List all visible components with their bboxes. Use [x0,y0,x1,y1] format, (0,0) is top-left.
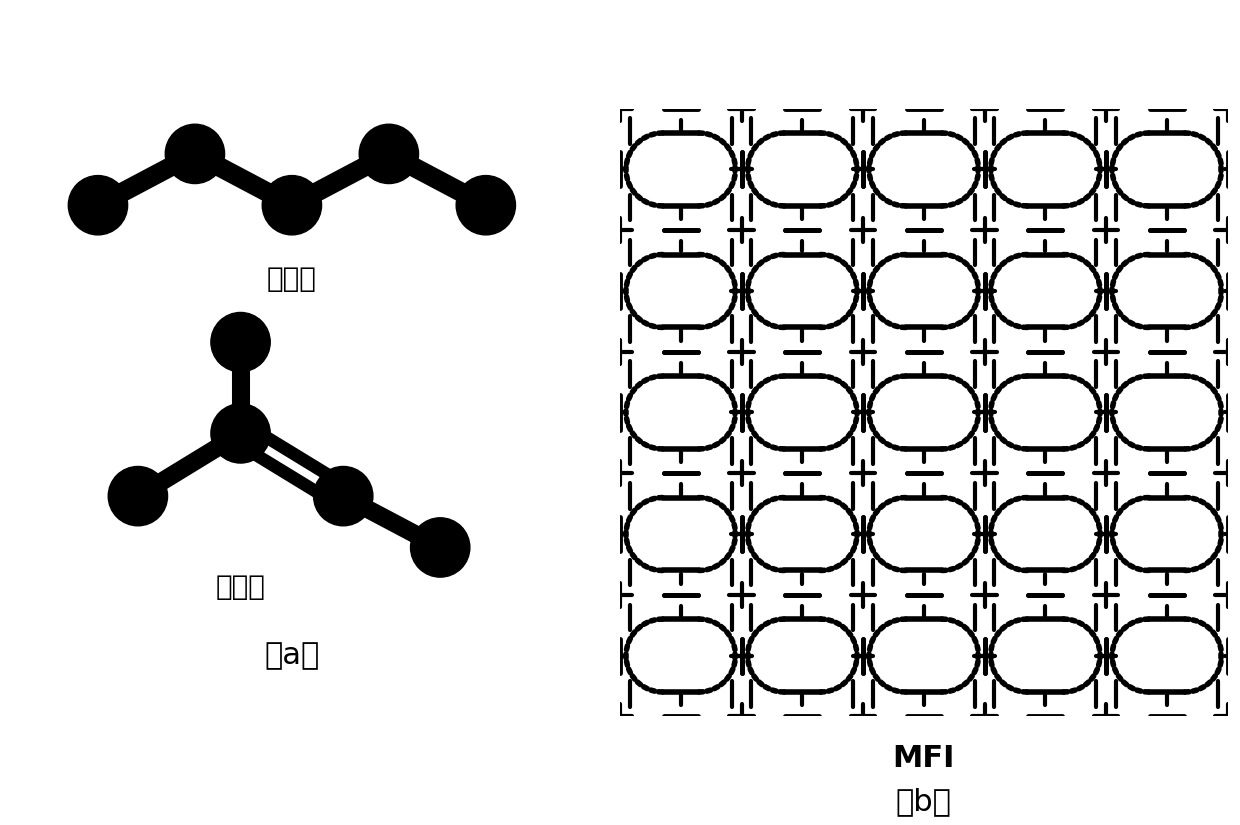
Circle shape [211,403,270,463]
Circle shape [165,125,224,183]
Circle shape [68,176,128,235]
Circle shape [456,176,516,235]
Text: （b）: （b） [895,787,952,816]
Circle shape [211,313,270,372]
Circle shape [360,125,419,183]
Circle shape [262,176,321,235]
Text: 异戊烷: 异戊烷 [216,573,265,601]
Circle shape [410,518,470,578]
Circle shape [108,466,167,526]
Text: （a）: （a） [264,641,320,671]
Text: 正戊烷: 正戊烷 [267,266,317,294]
Text: MFI: MFI [893,744,955,773]
Circle shape [314,466,373,526]
